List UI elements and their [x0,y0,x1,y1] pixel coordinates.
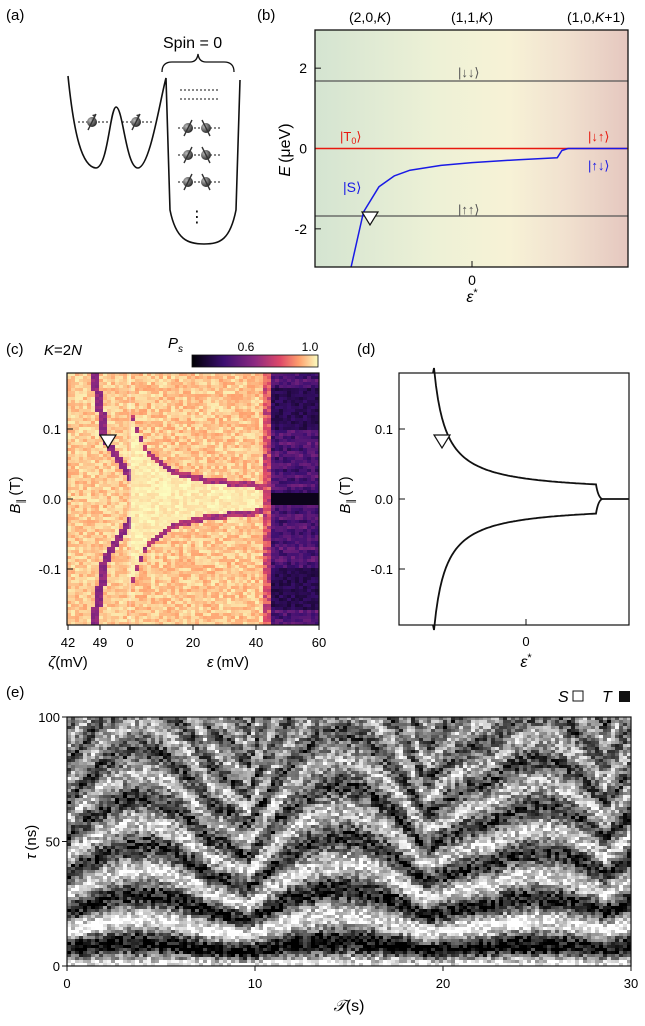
more-levels-ellipsis: ⋮ [189,209,205,226]
panel-c-eps-tick-label: 40 [249,635,263,650]
electron [183,173,193,191]
panel-d-chart: 0.1 0.0 -0.1 0 B∥(T) ε* [337,367,630,671]
panel-e-xtick-label: 0 [63,976,70,991]
panel-c-ytick-label: -0.1 [39,562,61,577]
panel-e-ytick-label: 100 [38,710,60,725]
panel-d-ytick-label: 0.1 [375,422,393,437]
panel-b-xtick-label: 0 [468,272,476,288]
region-label-11K: (1,1,K) [451,9,493,25]
legend-s-box [572,690,584,702]
electron-middle [131,113,141,131]
state-label-t0: |T0⟩ [340,129,361,146]
state-label-down-down: |↓↓⟩ [458,65,479,80]
series-line-singlet [350,147,627,268]
panel-d-marker [432,434,452,450]
panel-e-frame [66,716,632,967]
panel-c-xlabel-eps: ε (mV) [207,654,249,671]
electron [201,173,211,191]
state-label-down-up: |↓↑⟩ [588,129,609,144]
panel-c-ylabel: B∥(T) [7,476,27,513]
legend-s: S [558,689,569,706]
panel-e-xlabel: 𝒯(s) [334,998,365,1015]
electron [183,146,193,164]
panel-c-frame [66,372,320,626]
panel-c-heatmap [67,373,320,626]
panel-e-xtick-label: 10 [248,976,262,991]
panel-e-ytick-label: 50 [46,835,60,850]
state-label-up-up: |↑↑⟩ [458,202,479,217]
panel-d-xtick-label: 0 [522,634,529,649]
panel-e-chart: S T 0 10 20 30 0 50 100 τ(ns) 𝒯(s) [23,689,638,1015]
panel-a-diagram: Spin = 0 ⋮ [67,35,241,245]
panel-b-ytick-label: 0 [299,141,307,157]
panel-c-marker [98,434,118,450]
anticrossing-marker [360,211,380,227]
legend-t-box [619,691,630,702]
panel-c-eps-tick-label: 20 [186,635,200,650]
panel-c-zeta-tick-label: 42 [61,635,75,650]
panel-c-zeta-tick-label: 49 [93,635,107,650]
colorbar-tick-06: 0.6 [238,340,255,354]
panel-c-eps-tick-label: 0 [126,635,133,650]
panel-d-curve-lower [432,498,603,631]
panel-b-chart: (2,0,K) (1,1,K) (1,0,K+1) 2 0 -2 0 E(μeV) ε… [277,9,629,306]
panel-e-heatmap [67,717,632,967]
panel-c-eps-tick-label: 60 [312,635,326,650]
region-label-10K1: (1,0,K+1) [567,9,625,25]
spin-zero-label: Spin = 0 [163,35,222,52]
panel-d-ytick-label: 0.0 [375,492,393,507]
electron [183,119,193,137]
panel-label-e: (e) [6,684,24,701]
panel-label-b: (b) [257,7,275,24]
electron [201,146,211,164]
colorbar-tick-10: 1.0 [302,340,319,354]
legend-t: T [602,689,613,706]
colorbar-label: Ps [168,335,183,355]
panel-label-a: (a) [6,7,24,24]
panel-e-ytick-label: 0 [53,959,60,974]
panel-c-xlabel-zeta: ζ(mV) [48,654,87,671]
panel-c-chart: K=2N Ps 0.6 1.0 0.1 0.0 -0.1 42 49 0 20 40 60 B∥… [7,335,326,671]
region-label-20K: (2,0,K) [349,9,391,25]
panel-b-ytick-label: 2 [299,60,307,76]
panel-b-xlabel: ε* [466,287,478,306]
panel-d-frame [398,372,630,626]
panel-d-ytick-label: -0.1 [371,562,393,577]
panel-e-ylabel: τ(ns) [23,825,40,859]
state-label-up-down: |↑↓⟩ [588,158,609,173]
panel-b-ylabel: E(μeV) [277,123,294,176]
panel-b-frame [314,29,629,268]
panel-d-ylabel: B∥(T) [337,476,357,513]
panel-b-ytick-label: -2 [295,221,308,237]
k-label: K=2N [44,342,82,359]
panel-label-d: (d) [357,341,375,358]
state-label-s: |S⟩ [343,179,361,195]
panel-c-ytick-label: 0.0 [43,492,61,507]
panel-d-curve-upper [432,367,603,500]
electron [201,119,211,137]
right-dot-electrons [178,119,220,191]
potential-curve [67,75,241,245]
panel-e-xtick-label: 30 [624,976,638,991]
panel-d-xlabel: ε* [520,652,532,671]
colorbar [191,354,319,368]
panel-e-xtick-label: 20 [436,976,450,991]
spin-brace [161,53,235,73]
panel-c-ytick-label: 0.1 [43,422,61,437]
electron-left [87,113,97,131]
panel-label-c: (c) [6,341,24,358]
